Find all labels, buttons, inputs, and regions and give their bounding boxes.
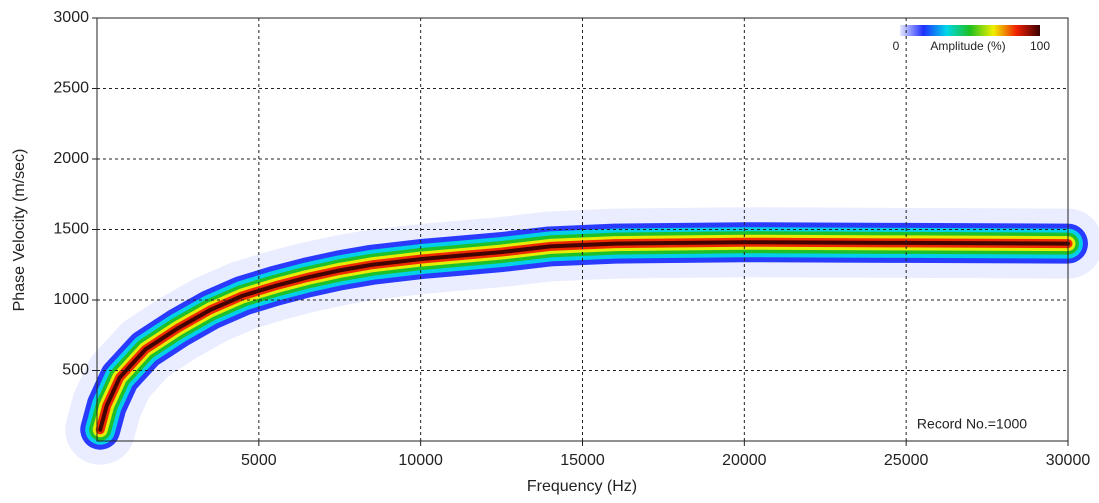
colorbar-max: 100 — [1030, 39, 1050, 53]
dispersion-band — [65, 207, 1099, 465]
y-tick-label: 500 — [62, 362, 89, 379]
y-tick-label: 3000 — [53, 9, 89, 26]
x-tick-label: 5000 — [241, 452, 277, 469]
y-tick-label: 2500 — [53, 80, 89, 97]
y-tick-label: 1500 — [53, 221, 89, 238]
x-tick-label: 10000 — [398, 452, 443, 469]
y-tick-label: 1000 — [53, 291, 89, 308]
y-axis-label: Phase Velocity (m/sec) — [11, 149, 28, 312]
x-tick-label: 30000 — [1046, 452, 1091, 469]
dispersion-band — [98, 240, 1070, 432]
colorbar-label: Amplitude (%) — [930, 39, 1005, 53]
x-tick-label: 25000 — [884, 452, 929, 469]
plot-area — [65, 207, 1099, 465]
annotation: Record No.=1000 — [917, 416, 1027, 432]
y-tick-label: 2000 — [53, 150, 89, 167]
colorbar-min: 0 — [893, 39, 900, 53]
x-axis-label: Frequency (Hz) — [527, 478, 637, 495]
colorbar — [900, 25, 1040, 36]
x-tick-label: 15000 — [560, 452, 605, 469]
x-tick-label: 20000 — [722, 452, 767, 469]
